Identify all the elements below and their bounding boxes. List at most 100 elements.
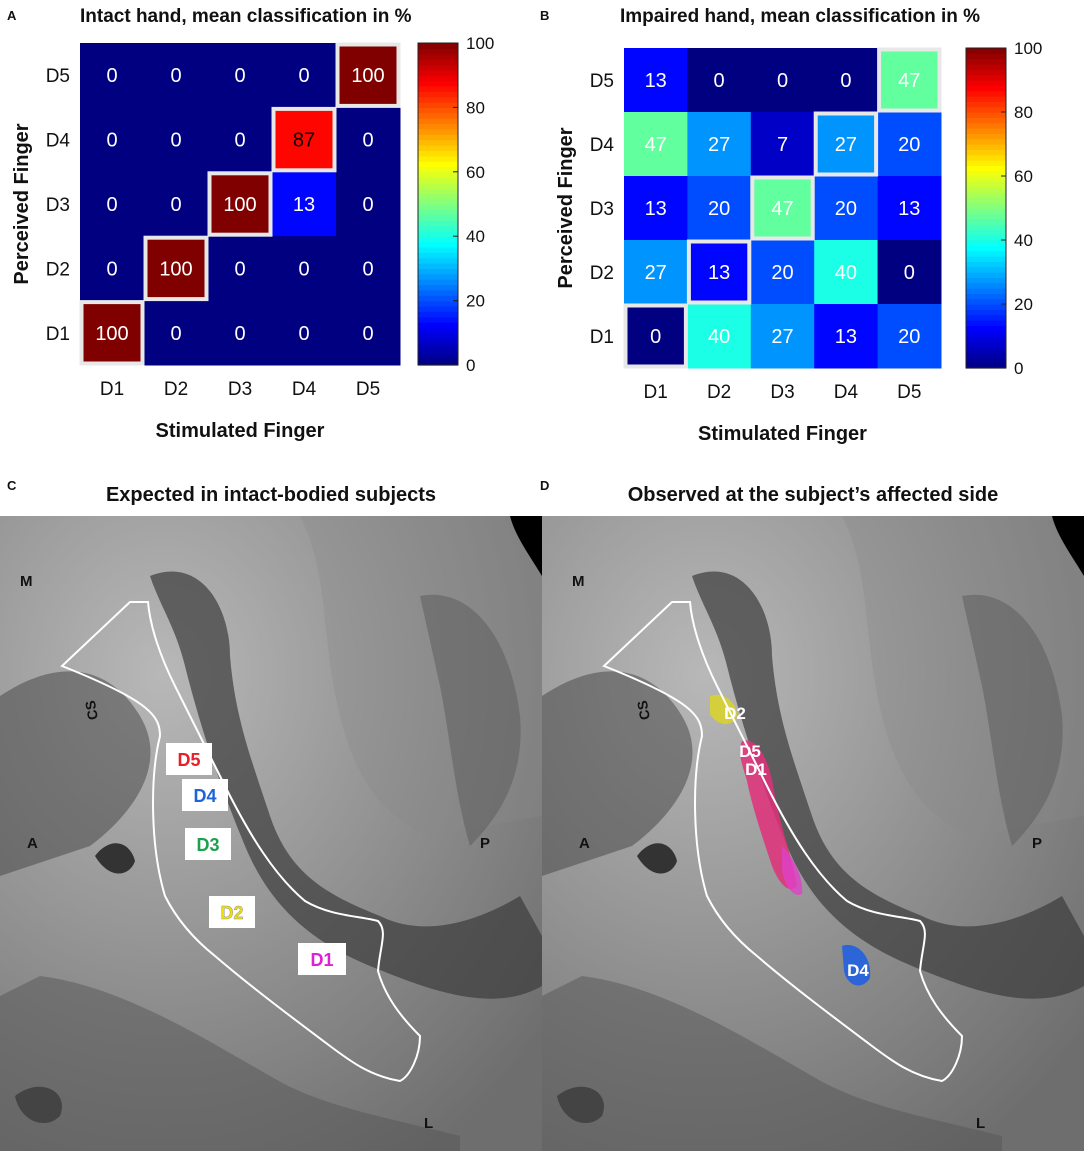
chart-b-colorbar-segment <box>966 218 1006 225</box>
chart-a-colorbar-segment <box>418 263 458 269</box>
chart-b-cell-label-D4-D1: 47 <box>645 134 667 156</box>
chart-b-diagonal-highlight-D1 <box>623 303 688 369</box>
panel-letter-b: B <box>540 8 550 23</box>
chart-b-cell-label-D1-D5: 20 <box>898 326 920 348</box>
chart-a-colorbar-segment <box>418 348 458 355</box>
brain-c-image: M A P L CS D5 D4 D3 D2 D1 <box>0 516 542 1151</box>
chart-a-colorbar-segment <box>418 75 458 82</box>
chart-a-cell-label-D4-D3: 0 <box>234 130 245 152</box>
chart-b-colorbar-segment <box>966 272 1006 278</box>
chart-a-colorbar-segment <box>418 332 458 339</box>
chart-a-colorbar-segment <box>418 311 458 318</box>
brain-c-label-p: P <box>480 835 490 852</box>
chart-a-colorbar-segment <box>418 193 458 200</box>
brain-d-finger-d5: D5 <box>739 742 761 761</box>
chart-b-colorbar-segment <box>966 96 1006 102</box>
chart-b-xtick-D3: D3 <box>770 382 794 403</box>
chart-b-cell-D3-D1 <box>624 176 688 241</box>
svg-text:D2: D2 <box>220 903 243 923</box>
chart-b-cell-D4-D3 <box>750 112 815 177</box>
chart-b-colorbar-segment <box>966 170 1006 177</box>
chart-b-title: Impaired hand, mean classification in % <box>620 6 981 27</box>
chart-a-colorbar-segment <box>418 327 458 334</box>
chart-b-colorbar-segment <box>966 53 1006 60</box>
chart-b-cell-label-D4-D2: 27 <box>708 134 730 156</box>
chart-a-cell-label-D2-D1: 0 <box>106 258 117 280</box>
chart-b-colorbar-segment <box>966 304 1006 310</box>
chart-a-cell-label-D1-D4: 0 <box>298 323 309 345</box>
chart-b-colorbar-segment <box>966 341 1006 348</box>
chart-b-cell-D4-D5 <box>877 112 942 177</box>
chart-b-cell-D3-D5 <box>877 176 942 241</box>
chart-a-colorbar-segment <box>418 155 458 162</box>
chart-a-colorbar-segment <box>418 300 458 307</box>
chart-a-colorbar-segment <box>418 284 458 291</box>
chart-a-colorbar-segment <box>418 43 458 49</box>
chart-b-colorbar-tick-60: 60 <box>1014 167 1033 186</box>
brain-d-finger-d1: D1 <box>745 760 767 779</box>
chart-a-cell-D3-D5 <box>336 171 401 237</box>
chart-a-cell-label-D3-D5: 0 <box>362 194 373 216</box>
chart-a-cell-label-D2-D5: 0 <box>362 258 373 280</box>
chart-a-cell-label-D3-D2: 0 <box>170 194 181 216</box>
chart-a-colorbar-segment <box>418 198 458 205</box>
chart-a-colorbar-segment <box>418 305 458 312</box>
chart-b-cell-D1-D5 <box>877 304 942 369</box>
chart-a-cell-label-D1-D3: 0 <box>234 323 245 345</box>
chart-a-cell-D1-D5 <box>336 300 401 366</box>
chart-a-cell-label-D5-D3: 0 <box>234 65 245 87</box>
chart-b-diagonal-highlight-D5 <box>877 47 942 113</box>
chart-a-colorbar-segment <box>418 316 458 323</box>
chart-a-cell-D4-D2 <box>144 107 209 173</box>
chart-b-cell-label-D3-D4: 20 <box>835 198 857 220</box>
chart-a-cell-label-D1-D5: 0 <box>362 323 373 345</box>
brain-d-label-m: M <box>572 573 585 590</box>
chart-b-ylabel: Perceived Finger <box>555 127 577 288</box>
chart-b-cell-label-D2-D3: 20 <box>771 262 793 284</box>
chart-b-xtick-D1: D1 <box>644 382 668 403</box>
chart-b-colorbar-segment <box>966 224 1006 230</box>
chart-b-colorbar-segment <box>966 314 1006 321</box>
chart-a-xtick-D5: D5 <box>356 379 380 400</box>
chart-a-colorbar-segment <box>418 257 458 264</box>
chart-b-colorbar-segment <box>966 165 1006 172</box>
panel-letter-c: C <box>7 478 17 493</box>
chart-a-colorbar-segment <box>418 268 458 275</box>
chart-a-cell-label-D4-D1: 0 <box>106 130 117 152</box>
chart-b-cell-label-D4-D5: 20 <box>898 134 920 156</box>
chart-b-colorbar-segment <box>966 229 1006 236</box>
chart-b-cell-label-D1-D4: 13 <box>835 326 857 348</box>
chart-a-colorbar-segment <box>418 64 458 71</box>
chart-b-cell-label-D3-D2: 20 <box>708 198 730 220</box>
chart-a-diagonal-highlight-D2 <box>143 235 209 302</box>
chart-a-ylabel: Perceived Finger <box>11 123 33 284</box>
chart-a-cell-D1-D4 <box>272 300 337 366</box>
chart-b-cell-D2-D5 <box>877 240 942 305</box>
chart-b-colorbar-segment <box>966 357 1006 364</box>
chart-a-ytick-D2: D2 <box>46 259 70 280</box>
chart-a-ytick-D4: D4 <box>46 131 71 152</box>
chart-b-ytick-D1: D1 <box>590 327 614 348</box>
chart-a-colorbar-segment <box>418 123 458 130</box>
chart-a-colorbar-segment <box>418 354 458 361</box>
chart-b-colorbar-segment <box>966 186 1006 193</box>
chart-b-colorbar-segment <box>966 64 1006 70</box>
chart-a-cell-D3-D1 <box>80 171 145 237</box>
chart-a-colorbar-segment <box>418 209 458 216</box>
chart-b-cell-label-D1-D1: 0 <box>650 326 661 348</box>
chart-a-colorbar-tick-100: 100 <box>466 34 494 53</box>
chart-b-cell-label-D5-D1: 13 <box>645 70 667 92</box>
chart-b-colorbar-segment <box>966 288 1006 294</box>
chart-b-cell-D5-D3 <box>750 48 815 113</box>
chart-b-xlabel: Stimulated Finger <box>698 423 867 445</box>
chart-a-colorbar-segment <box>418 359 458 366</box>
chart-a-cell-label-D4-D4: 87 <box>293 130 315 152</box>
chart-a-cell-D1-D3 <box>208 300 273 366</box>
chart-a-cell-label-D5-D4: 0 <box>298 65 309 87</box>
chart-b-cell-D5-D4 <box>814 48 879 113</box>
chart-a-colorbar-tick-0: 0 <box>466 356 475 375</box>
chart-a-colorbar-segment <box>418 128 458 135</box>
chart-a-colorbar-segment <box>418 166 458 173</box>
chart-a-colorbar-segment <box>418 273 458 280</box>
chart-a-xtick-D1: D1 <box>100 379 124 400</box>
